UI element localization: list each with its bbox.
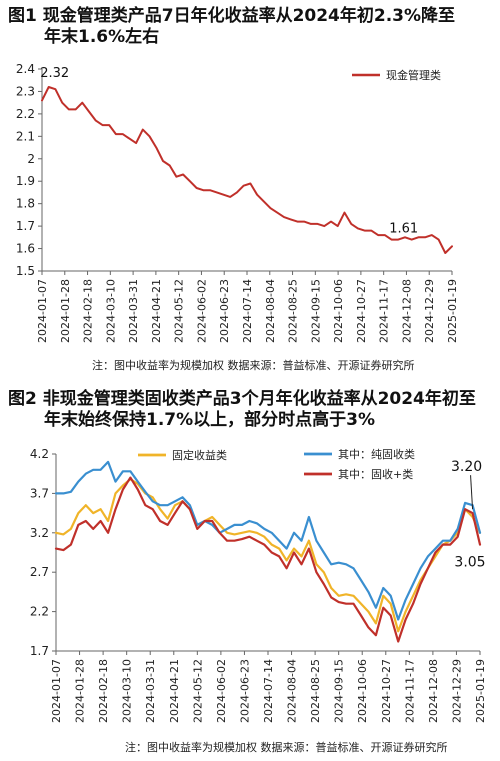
fig2-x-tick-label: 2024-12-29 [450,659,463,723]
fig2-x-tick-label: 2024-06-23 [238,659,251,723]
fig2-x-tick-label: 2024-08-04 [286,659,299,723]
fig1-x-tick-label: 2024-12-08 [400,279,413,343]
figure1-title-line1: 图1 现金管理类产品7日年化收益率从2024年初2.3%降至 [8,6,456,26]
figure2-title-line2: 年末始终保持1.7%以上，部分时点高于3% [44,410,376,430]
fig1-x-tick-label: 2024-03-31 [127,279,140,343]
fig1-x-tick-label: 2024-08-25 [287,279,300,343]
fig2-y-tick-label: 2.7 [30,565,49,579]
fig2-legend-label: 固定收益类 [172,448,227,462]
fig2-y-tick-label: 3.7 [30,486,49,500]
figure1-title: 图1 现金管理类产品7日年化收益率从2024年初2.3%降至 年末1.6%左右 [8,6,455,48]
fig2-x-tick-label: 2024-01-28 [74,659,87,723]
fig1-y-tick-label: 2 [27,152,35,166]
fig2-series-line-2 [54,476,482,643]
fig1-x-tick-label: 2025-01-19 [446,279,459,343]
fig1-x-tick-label: 2024-10-06 [332,279,345,343]
fig1-y-tick-label: 2.3 [16,84,35,98]
fig2-x-tick-label: 2024-10-06 [356,659,369,723]
fig1-x-tick-label: 2024-11-17 [378,279,391,343]
fig1-x-tick-label: 2024-07-14 [241,279,254,343]
figure2-title-line1: 图2 非现金管理类固收类产品3个月年化收益率从2024年初至 [8,389,476,409]
fig2-x-tick-label: 2024-08-25 [309,659,322,723]
fig1-x-tick-label: 2024-01-28 [59,279,72,343]
fig1-y-tick-label: 1.8 [16,197,35,211]
fig1-x-tick-label: 2024-09-15 [309,279,322,343]
fig1-y-tick-label: 2.2 [16,107,35,121]
fig1-y-tick-label: 1.6 [16,242,35,256]
fig2-x-tick-label: 2024-02-18 [97,659,110,723]
fig2-x-tick-label: 2024-03-10 [121,659,134,723]
fig1-y-tick-label: 1.7 [16,219,35,233]
fig1-legend-label: 现金管理类 [386,68,441,82]
fig1-x-tick-label: 2024-10-27 [355,279,368,343]
figure1-chart: 1.5 1.6 1.7 1.8 1.9 2 2.1 2.2 2.3 2.4 2024-01-07 20… [16,62,459,343]
fig1-x-tick-label: 2024-06-23 [218,279,231,343]
fig1-x-tick-label: 2024-06-02 [195,279,208,343]
fig1-x-tick-label: 2024-02-18 [82,279,95,343]
fig2-x-tick-label: 2024-09-15 [333,659,346,723]
fig2-y-tick-label: 4.2 [30,447,49,461]
fig2-x-tick-label: 2024-07-14 [262,659,275,723]
figure2-chart: 1.7 2.2 2.7 3.2 3.7 4.2 2024-01-07 2024-01-28 20… [30,447,487,723]
fig1-series-line-0 [41,86,453,254]
fig2-x-tick-label: 2024-01-07 [50,659,63,723]
fig1-x-tick-label: 2024-01-07 [36,279,49,343]
fig2-legend-label: 其中：固收+类 [338,467,413,481]
fig2-x-tick-label: 2025-01-19 [474,659,487,723]
fig2-annotation-label: 3.20 [451,459,482,475]
fig1-y-tick-label: 1.5 [16,264,35,278]
fig2-annotation-label: 3.05 [454,555,485,571]
fig1-y-tick-label: 1.9 [16,174,35,188]
fig2-x-tick-label: 2024-03-31 [144,659,157,723]
fig1-x-tick-label: 2024-04-21 [150,279,163,343]
fig1-y-tick-label: 2.4 [16,62,35,76]
fig1-annotation-label: 1.61 [389,221,418,236]
fig1-annotation-label: 2.32 [40,66,69,81]
fig1-x-tick-label: 2024-12-29 [423,279,436,343]
fig2-y-tick-label: 1.7 [30,644,49,658]
fig1-x-tick-label: 2024-05-12 [173,279,186,343]
figure1-note: 注：图中收益率为规模加权 数据来源：普益标准、开源证券研究所 [92,359,415,372]
fig2-x-tick-label: 2024-11-17 [403,659,416,723]
figure2-note: 注：图中收益率为规模加权 数据来源：普益标准、开源证券研究所 [125,741,448,754]
figure2-title: 图2 非现金管理类固收类产品3个月年化收益率从2024年初至 年末始终保持1.7… [8,389,476,431]
fig2-x-tick-label: 2024-04-21 [168,659,181,723]
fig2-y-tick-label: 3.2 [30,526,49,540]
fig2-legend-label: 其中：纯固收类 [338,447,415,461]
fig2-x-tick-label: 2024-06-02 [215,659,228,723]
fig1-x-tick-label: 2024-03-10 [104,279,117,343]
fig2-series-line-1 [54,460,482,621]
fig2-annotation-leader [470,475,474,510]
figure1-title-line2: 年末1.6%左右 [44,27,160,47]
fig2-series-line-0 [54,478,482,633]
fig2-x-tick-label: 2024-10-27 [380,659,393,723]
fig1-x-tick-label: 2024-08-04 [264,279,277,343]
fig2-x-tick-label: 2024-12-08 [427,659,440,723]
fig2-x-tick-label: 2024-05-12 [191,659,204,723]
fig1-y-tick-label: 2.1 [16,129,35,143]
fig2-y-tick-label: 2.2 [30,605,49,619]
